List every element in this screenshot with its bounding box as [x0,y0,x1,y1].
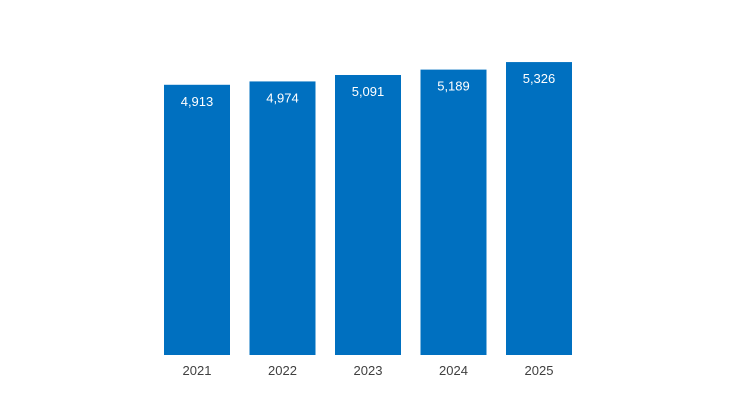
x-axis-tick-labels: 2021 2022 2023 2024 2025 [183,363,554,378]
bar-2023 [335,74,401,356]
value-label-2025: 5,326 [523,71,556,86]
bar-2022 [249,81,316,356]
bar-2024 [420,69,487,355]
value-label-2021: 4,913 [181,94,214,109]
bar-2021 [164,84,230,355]
x-tick-2021: 2021 [183,363,212,378]
bar-2025 [506,62,572,355]
value-label-2022: 4,974 [266,90,299,105]
value-label-2024: 5,189 [437,79,470,94]
bars-group [164,62,572,356]
x-tick-2023: 2023 [354,363,383,378]
value-label-2023: 5,091 [352,84,385,99]
x-tick-2025: 2025 [525,363,554,378]
x-tick-2024: 2024 [439,363,468,378]
x-tick-2022: 2022 [268,363,297,378]
bar-value-labels: 4,913 4,974 5,091 5,189 5,326 [181,71,556,109]
